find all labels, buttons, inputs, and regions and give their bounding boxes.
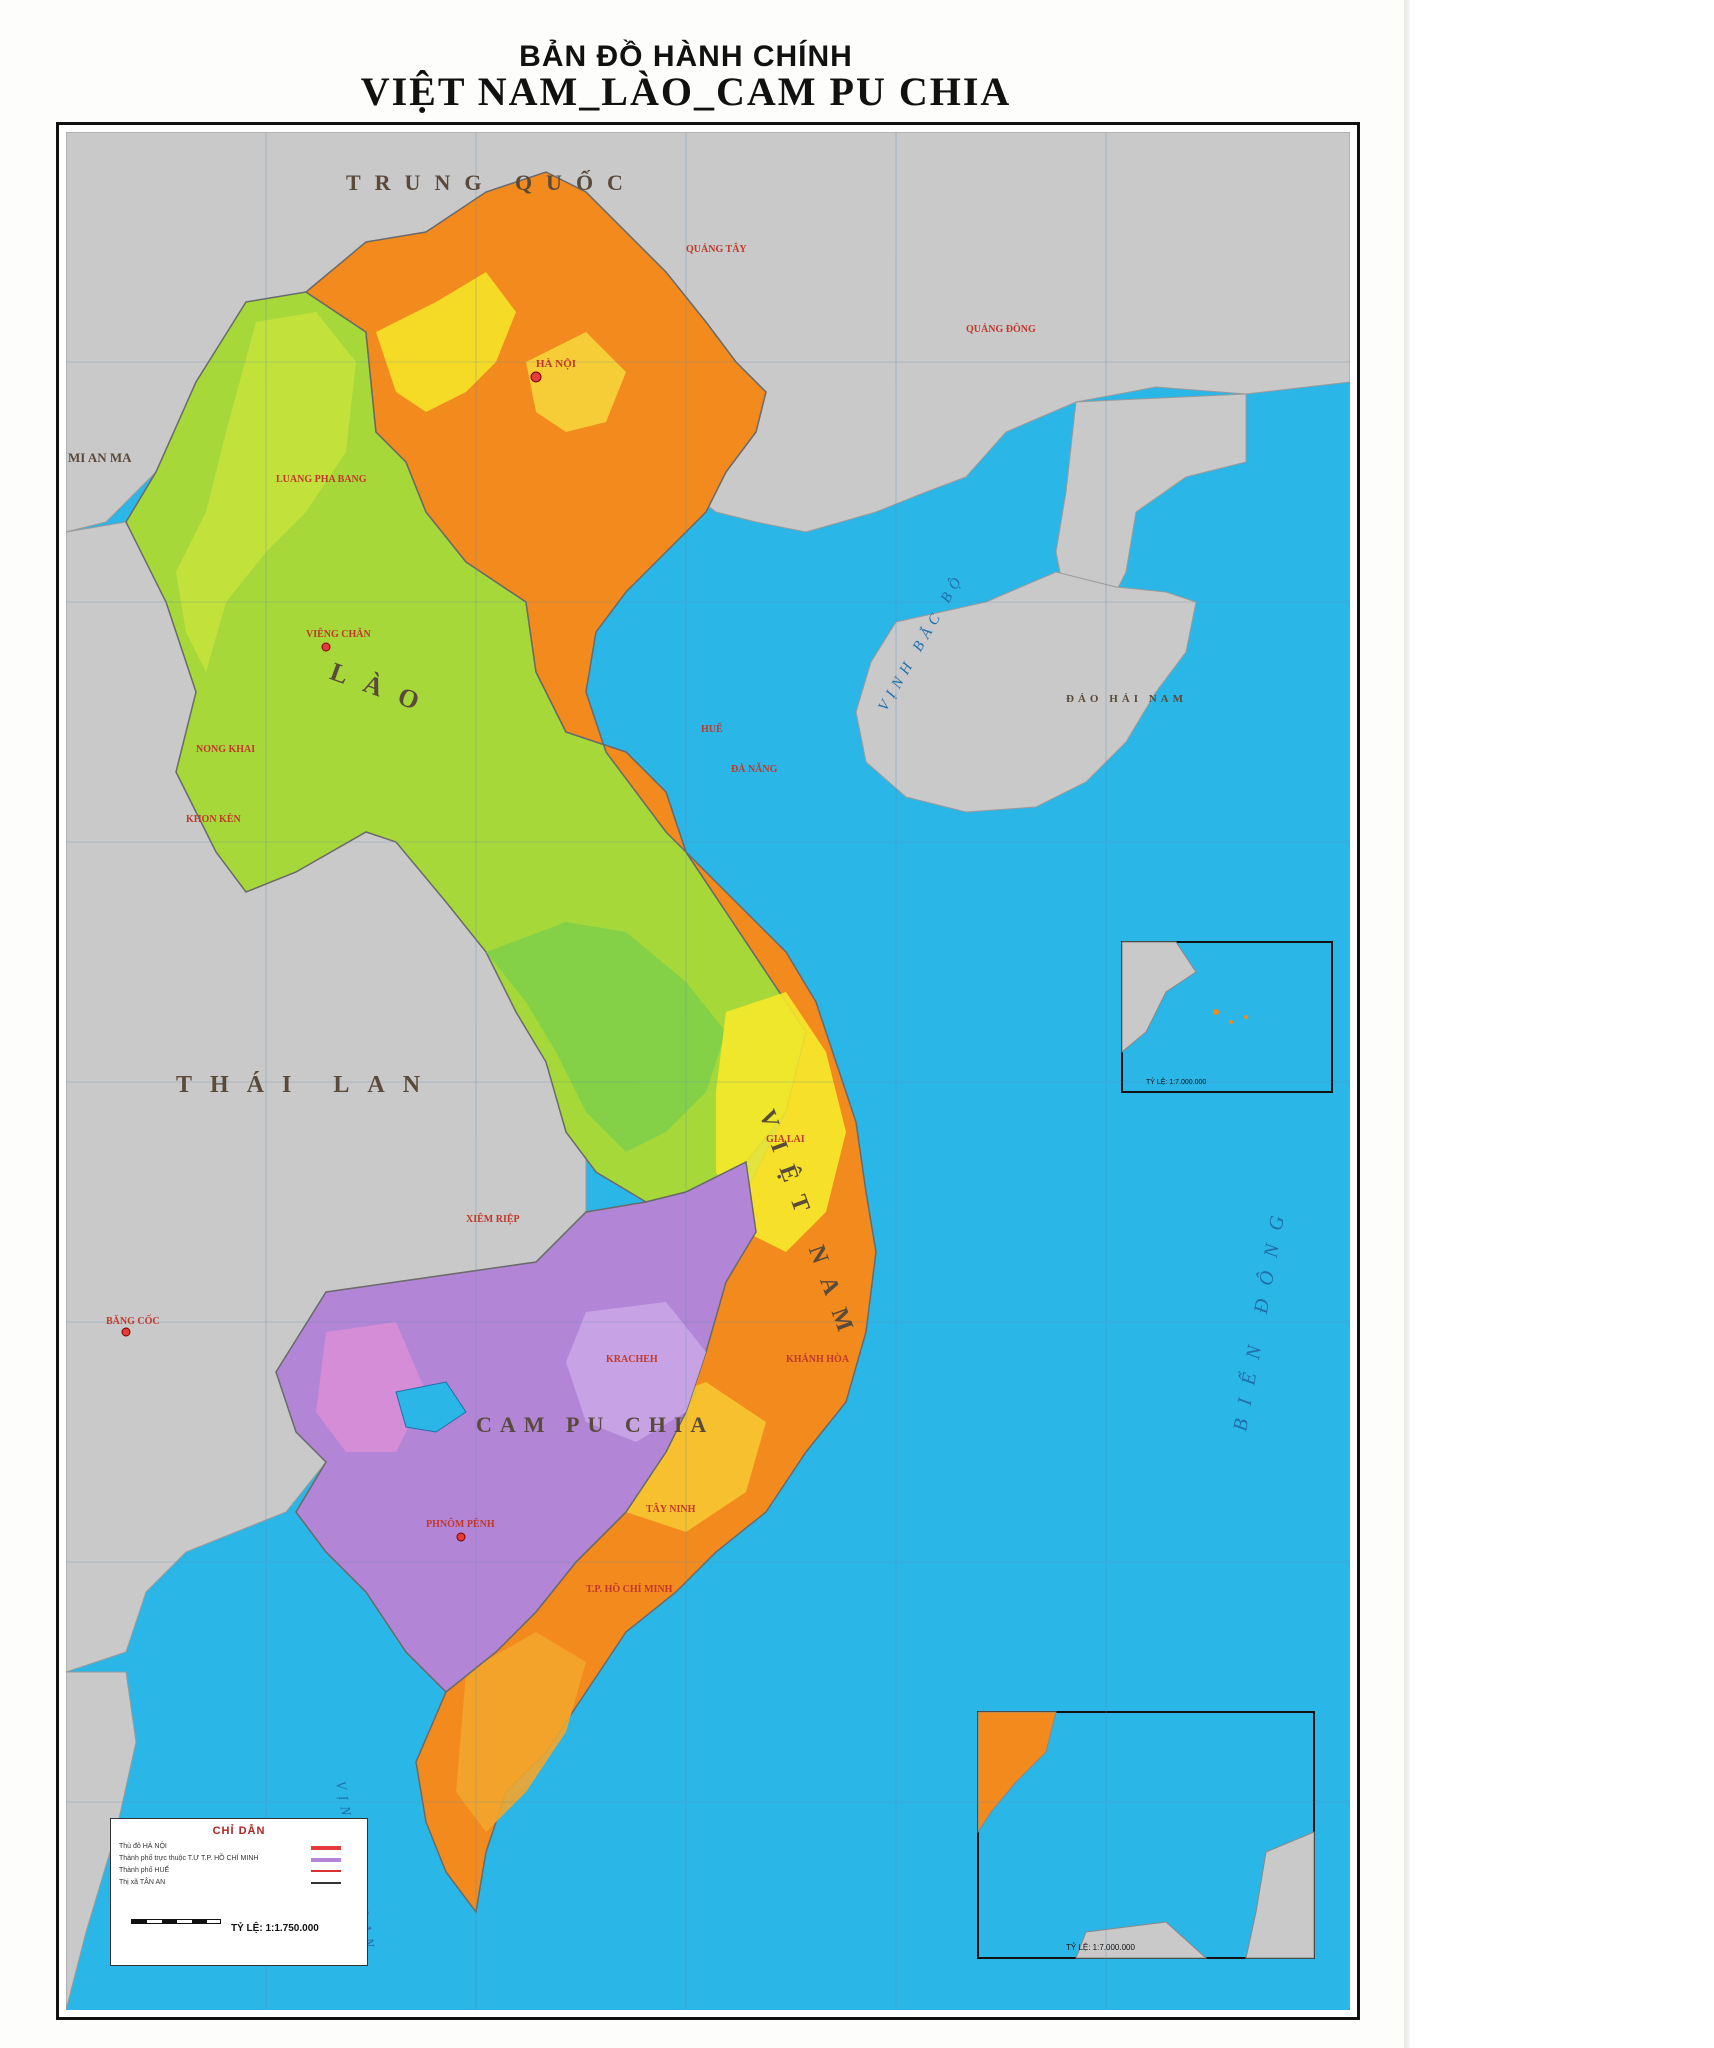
legend-capital: Thủ đô HÀ NỘI [119,1843,167,1850]
label-kracheh: KRACHEH [606,1354,658,1365]
label-hainan: ĐẢO HẢI NAM [1066,693,1187,705]
place-labels: HÀ NỘI LUANG PHA BANG VIÊNG CHĂN HUẾ ĐÀ … [106,243,1036,1595]
label-tay-ninh: TÂY NINH [646,1503,696,1515]
scale-bar [131,1919,221,1924]
legend-title: CHỈ DẪN [212,1825,266,1837]
map-canvas[interactable]: TRUNG QUỐC MI AN MA THÁI LAN LÀO CAM PU … [66,132,1350,2010]
legend-national-border [311,1846,341,1850]
legend-province-border [311,1858,341,1862]
graticule [66,132,1350,2010]
label-quang-dong: QUẢNG ĐÔNG [966,322,1036,335]
legend-panel: CHỈ DẪN Thủ đô HÀ NỘI Thành phố trực thu… [110,1818,368,1966]
label-ho-chi-minh: T.P. HỒ CHÍ MINH [586,1582,673,1595]
capital-marker [456,1532,466,1542]
legend-city: Thành phố trực thuộc T.Ư T.P. HỒ CHÍ MIN… [119,1855,259,1862]
paper-margin [1410,0,1714,2048]
legend-town: Thị xã TÂN AN [119,1879,166,1886]
region-cambodia[interactable] [275,1160,757,1694]
capital-marker [530,371,542,383]
label-vieng-chan: VIÊNG CHĂN [306,628,372,640]
label-thailand: THÁI LAN [176,1072,438,1098]
label-xiem-riep: XIÊM RIỆP [466,1212,520,1225]
region-mekong-delta [456,1632,586,1832]
region-vietnam-north-yellow [376,272,516,412]
legend-provincial-city: Thành phố HUẾ [119,1867,170,1874]
inset-hoang-sa[interactable] [1121,941,1333,1093]
capital-marker [321,642,331,652]
label-khon-ken: KHON KÈN [186,813,242,825]
label-hue: HUẾ [701,722,723,735]
label-myanmar: MI AN MA [68,450,132,465]
label-phnom-penh: PHNÔM PÊNH [426,1517,495,1530]
region-laos-central [486,922,726,1152]
label-gia-lai: GIA LAI [766,1134,805,1145]
paper-fold [1404,0,1412,2048]
label-quang-tay: QUẢNG TÂY [686,243,747,255]
scale-text: TỶ LỆ: 1:1.750.000 [231,1923,319,1934]
land-hainan [855,571,1197,813]
inset-truong-sa[interactable] [977,1711,1315,1959]
label-nong-khai: NONG KHAI [196,744,255,755]
label-china: TRUNG QUỐC [346,170,637,195]
map-subtitle: VIỆT NAM_LÀO_CAM PU CHIA [360,69,1012,114]
label-bang-coc: BĂNG CỐC [106,1314,160,1327]
label-ha-noi: HÀ NỘI [536,357,576,370]
map-title: BẢN ĐỒ HÀNH CHÍNH [519,40,853,73]
capital-marker [121,1327,131,1337]
label-da-nang: ĐÀ NẴNG [731,762,778,775]
legend-road [311,1870,341,1872]
legend-railway [311,1882,341,1884]
inset2-scale: TỶ LỆ: 1:7.000.000 [1066,1943,1135,1952]
label-cambodia: CAM PU CHIA [476,1412,714,1437]
region-cambodia-east [566,1302,706,1442]
inset1-scale: TỶ LỆ: 1:7.000.000 [1146,1077,1206,1086]
label-khanh-hoa: KHÁNH HÒA [786,1353,850,1365]
region-vietnam-delta [526,332,626,432]
region-cambodia-west [316,1322,426,1452]
land-leizhou [1055,393,1247,613]
lake-tonle-sap [395,1381,467,1433]
label-luang-pha-bang: LUANG PHA BANG [276,474,367,485]
